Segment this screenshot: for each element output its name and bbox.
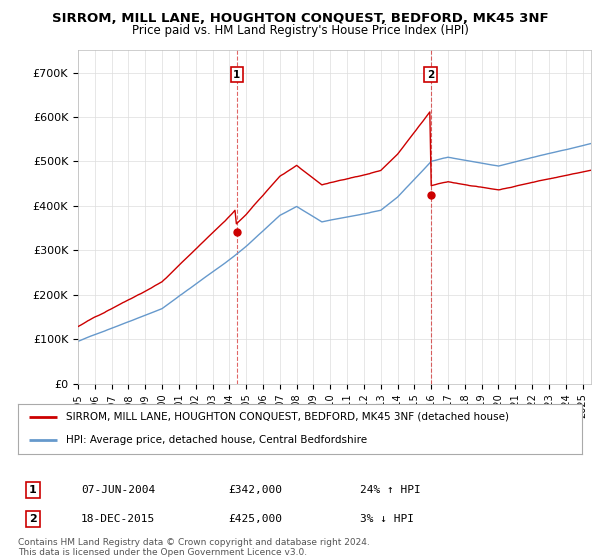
Text: 2: 2 bbox=[29, 514, 37, 524]
Text: HPI: Average price, detached house, Central Bedfordshire: HPI: Average price, detached house, Cent… bbox=[66, 435, 367, 445]
Text: 07-JUN-2004: 07-JUN-2004 bbox=[81, 485, 155, 495]
Text: 2: 2 bbox=[427, 70, 434, 80]
Text: Price paid vs. HM Land Registry's House Price Index (HPI): Price paid vs. HM Land Registry's House … bbox=[131, 24, 469, 37]
Text: SIRROM, MILL LANE, HOUGHTON CONQUEST, BEDFORD, MK45 3NF (detached house): SIRROM, MILL LANE, HOUGHTON CONQUEST, BE… bbox=[66, 412, 509, 422]
Text: Contains HM Land Registry data © Crown copyright and database right 2024.
This d: Contains HM Land Registry data © Crown c… bbox=[18, 538, 370, 557]
Text: 1: 1 bbox=[233, 70, 241, 80]
Text: 24% ↑ HPI: 24% ↑ HPI bbox=[360, 485, 421, 495]
Text: 18-DEC-2015: 18-DEC-2015 bbox=[81, 514, 155, 524]
Text: 3% ↓ HPI: 3% ↓ HPI bbox=[360, 514, 414, 524]
Text: 1: 1 bbox=[29, 485, 37, 495]
Text: SIRROM, MILL LANE, HOUGHTON CONQUEST, BEDFORD, MK45 3NF: SIRROM, MILL LANE, HOUGHTON CONQUEST, BE… bbox=[52, 12, 548, 25]
Text: £342,000: £342,000 bbox=[228, 485, 282, 495]
Text: £425,000: £425,000 bbox=[228, 514, 282, 524]
